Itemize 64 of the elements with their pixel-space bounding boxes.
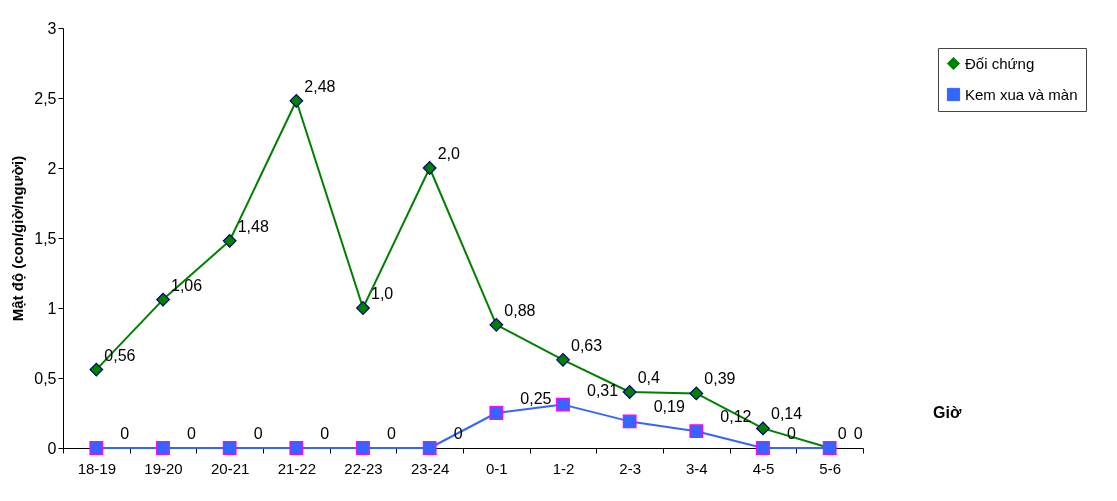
y-tick-label: 1 <box>47 299 57 317</box>
data-label: 0 <box>320 425 330 442</box>
x-tick-label: 2-3 <box>619 459 642 477</box>
point <box>356 441 370 455</box>
point <box>89 362 104 377</box>
x-tick-label: 1-2 <box>552 459 575 477</box>
data-label: 0,39 <box>704 370 736 388</box>
legend-label: Kem xua và màn <box>965 85 1078 103</box>
y-tick-label: 1,5 <box>34 229 57 247</box>
x-tick-label: 5-6 <box>819 459 842 477</box>
x-tick-label: 20-21 <box>210 459 250 477</box>
data-label: 0 <box>120 425 130 442</box>
data-label: 2,0 <box>437 145 461 162</box>
data-label: 0 <box>187 425 196 442</box>
point <box>222 441 237 455</box>
point <box>756 421 770 436</box>
y-tick-label: 3 <box>47 19 57 37</box>
x-tick-label: 21-22 <box>277 459 317 477</box>
point <box>89 441 104 455</box>
point <box>156 292 170 307</box>
data-label: 0 <box>253 425 263 442</box>
y-tick-label: 2,5 <box>34 89 57 107</box>
y-axis-title: Mật độ (con/giờ/người) <box>9 155 27 322</box>
point <box>622 414 637 429</box>
y-tick-label: 2 <box>47 159 57 177</box>
x-tick-label: 3-4 <box>685 459 708 477</box>
point <box>289 93 304 108</box>
point <box>622 385 637 399</box>
point <box>156 441 170 455</box>
point <box>489 406 504 420</box>
point <box>289 441 304 455</box>
data-label: 0 <box>387 425 396 442</box>
x-tick-label: 22-23 <box>344 459 383 477</box>
point <box>222 233 237 248</box>
x-tick-label: 18-19 <box>77 459 117 477</box>
data-label: 0,88 <box>504 301 536 319</box>
point <box>756 441 770 455</box>
point <box>556 397 570 412</box>
data-label: 0,4 <box>637 369 661 386</box>
point <box>422 161 437 175</box>
x-axis-title: Giờ <box>933 404 962 421</box>
y-tick-label: 0,5 <box>34 369 57 387</box>
x-tick-label: 19-20 <box>144 459 183 477</box>
data-label: 0,25 <box>520 390 552 407</box>
data-label: 0,19 <box>653 398 685 416</box>
x-tick-label: 0-1 <box>485 459 508 477</box>
legend-label: Đối chứng <box>965 54 1035 72</box>
x-tick-label: 23-24 <box>410 459 450 477</box>
data-label: 0,31 <box>587 381 619 399</box>
x-tick-label: 4-5 <box>752 459 775 477</box>
point <box>422 441 437 455</box>
data-label: 0,14 <box>771 405 803 423</box>
point <box>556 352 570 367</box>
data-label: 1,48 <box>237 217 269 235</box>
point <box>689 424 704 439</box>
data-label: 0 <box>853 425 863 442</box>
point <box>689 386 704 401</box>
data-label: 0,63 <box>571 336 603 354</box>
data-label: 2,48 <box>304 77 336 95</box>
data-label: 0 <box>837 425 847 442</box>
y-tick-label: 0 <box>47 439 57 457</box>
point <box>356 301 370 315</box>
data-label: 1,0 <box>371 285 394 302</box>
point <box>489 317 504 332</box>
